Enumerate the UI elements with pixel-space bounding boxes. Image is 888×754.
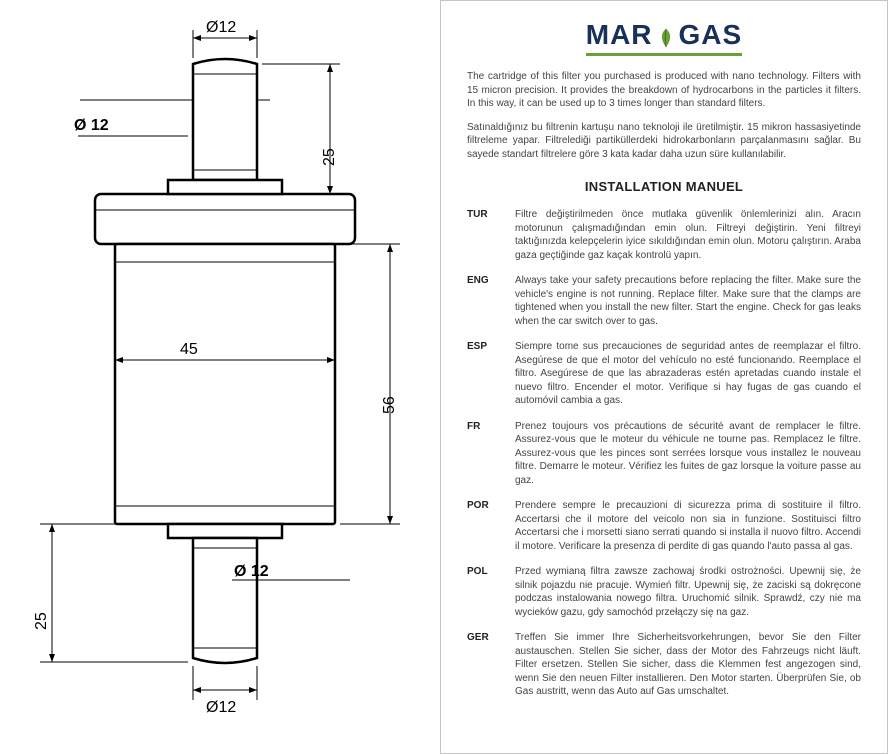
intro-tr: Satınaldığınız bu filtrenin kartuşu nano…: [467, 121, 861, 162]
lang-text: Przed wymianą filtra zawsze zachowaj śro…: [515, 565, 861, 619]
dim-top-stub-len: 25: [321, 148, 338, 166]
lang-row: POL Przed wymianą filtra zawsze zachowaj …: [467, 565, 861, 619]
lang-text: Prenez toujours vos précautions de sécur…: [515, 420, 861, 488]
lang-code: POR: [467, 499, 501, 553]
language-instructions: TUR Filtre değiştirilmeden önce mutlaka g…: [467, 208, 861, 699]
manual-panel: MAR GAS The cartridge of this filter you…: [440, 0, 888, 754]
technical-drawing-panel: Ø12 Ø 12 25 45 56 Ø 12 25 Ø12: [0, 0, 440, 754]
lang-code: POL: [467, 565, 501, 619]
lang-code: ESP: [467, 340, 501, 408]
dim-body-width: 45: [180, 341, 198, 358]
lang-text: Filtre değiştirilmeden önce mutlaka güve…: [515, 208, 861, 262]
logo-part2: GAS: [679, 19, 743, 51]
intro-en: The cartridge of this filter you purchas…: [467, 70, 861, 111]
lang-code: ENG: [467, 274, 501, 328]
section-title: INSTALLATION MANUEL: [467, 179, 861, 194]
lang-text: Prendere sempre le precauzioni di sicure…: [515, 499, 861, 553]
leaf-icon: [655, 24, 677, 46]
dim-right-dia: Ø 12: [234, 563, 269, 580]
lang-code: FR: [467, 420, 501, 488]
dim-bot-stub-len: 25: [33, 612, 50, 630]
lang-row: TUR Filtre değiştirilmeden önce mutlaka g…: [467, 208, 861, 262]
dim-body-height: 56: [381, 396, 398, 414]
lang-row: FRPrenez toujours vos précautions de séc…: [467, 420, 861, 488]
lang-row: ESP Siempre tome sus precauciones de segu…: [467, 340, 861, 408]
filter-diagram: Ø12 Ø 12 25 45 56 Ø 12 25 Ø12: [0, 0, 440, 754]
lang-row: ENG Always take your safety precautions b…: [467, 274, 861, 328]
lang-text: Treffen Sie immer Ihre Sicherheitsvorkeh…: [515, 631, 861, 699]
dim-bottom-dia: Ø12: [206, 699, 236, 716]
dim-top-dia: Ø12: [206, 19, 236, 36]
logo-part1: MAR: [586, 19, 653, 51]
dim-left-dia: Ø 12: [74, 117, 109, 134]
lang-code: TUR: [467, 208, 501, 262]
lang-row: GER Treffen Sie immer Ihre Sicherheitsvor…: [467, 631, 861, 699]
lang-code: GER: [467, 631, 501, 699]
logo: MAR GAS: [467, 19, 861, 56]
lang-text: Siempre tome sus precauciones de segurid…: [515, 340, 861, 408]
lang-text: Always take your safety precautions befo…: [515, 274, 861, 328]
lang-row: POR Prendere sempre le precauzioni di sic…: [467, 499, 861, 553]
